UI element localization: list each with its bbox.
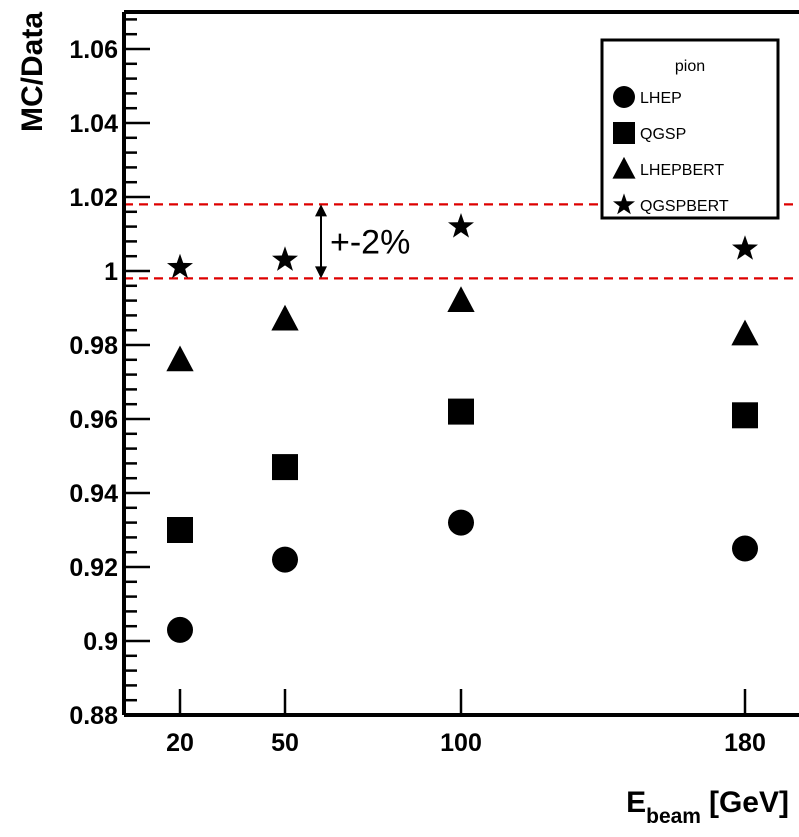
x-tick-label: 20 xyxy=(166,729,194,757)
legend-marker-qgspbert xyxy=(613,193,635,215)
y-tick-label: 1.02 xyxy=(69,184,118,212)
y-tick-label: 0.92 xyxy=(69,554,118,582)
legend-label-qgsp: QGSP xyxy=(640,126,686,143)
x-tick-label: 50 xyxy=(271,729,299,757)
range-arrow-head-down xyxy=(315,266,327,279)
annotation: +-2% xyxy=(315,204,410,279)
legend-label-lhepbert: LHEPBERT xyxy=(640,162,724,179)
legend-label-qgspbert: QGSPBERT xyxy=(640,198,729,215)
lhepbert-point xyxy=(166,345,194,372)
lhepbert-point xyxy=(731,319,759,346)
axis-titles: MC/Data Ebeam [GeV] xyxy=(16,12,789,828)
y-tick-label: 0.96 xyxy=(69,406,118,434)
lhep-point xyxy=(272,546,298,573)
y-ticks: 0.88 0.9 0.92 0.94 0.96 0.98 1 1.02 1.04 1.06 xyxy=(69,18,150,730)
legend-marker-lhep xyxy=(613,86,635,108)
legend-marker-qgsp xyxy=(613,122,635,144)
lhep-point xyxy=(448,509,474,536)
y-tick-label: 1.04 xyxy=(69,110,118,138)
y-tick-label: 0.98 xyxy=(69,332,118,360)
qgspbert-point xyxy=(732,235,758,260)
lhep-point xyxy=(732,535,758,562)
range-arrow-head-up xyxy=(315,204,327,217)
qgspbert-point xyxy=(448,213,474,238)
qgspbert-point xyxy=(167,253,193,279)
qgsp-point xyxy=(448,398,474,425)
y-tick-label: 0.88 xyxy=(69,702,118,730)
range-annotation-text: +-2% xyxy=(330,223,410,261)
y-tick-label: 1 xyxy=(104,258,118,286)
axes: 20 50 100 180 xyxy=(122,10,799,757)
y-tick-label: 1.06 xyxy=(69,36,118,64)
x-axis-title-main: E xyxy=(626,786,646,819)
legend: pion LHEP QGSP LHEPBERT QGSPBERT xyxy=(600,38,780,220)
lhepbert-point xyxy=(447,286,475,313)
y-tick-label: 0.94 xyxy=(69,480,118,508)
qgsp-point xyxy=(167,517,193,543)
lhepbert-point xyxy=(271,304,299,331)
legend-marker-lhepbert xyxy=(612,156,636,179)
x-axis-title-unit: [GeV] xyxy=(709,786,789,819)
legend-title: pion xyxy=(675,58,705,75)
y-axis-title: MC/Data xyxy=(16,12,49,132)
x-axis-title-subscript: beam xyxy=(646,805,701,828)
lhep-point xyxy=(167,616,193,643)
data-points xyxy=(166,213,759,643)
y-tick-label: 0.9 xyxy=(83,628,118,656)
x-tick-label: 100 xyxy=(440,729,482,757)
x-axis-title: Ebeam [GeV] xyxy=(626,786,789,828)
qgspbert-point xyxy=(272,246,298,271)
x-tick-label: 180 xyxy=(724,729,766,757)
qgsp-point xyxy=(272,454,298,481)
qgsp-point xyxy=(732,402,758,429)
legend-label-lhep: LHEP xyxy=(640,90,682,107)
